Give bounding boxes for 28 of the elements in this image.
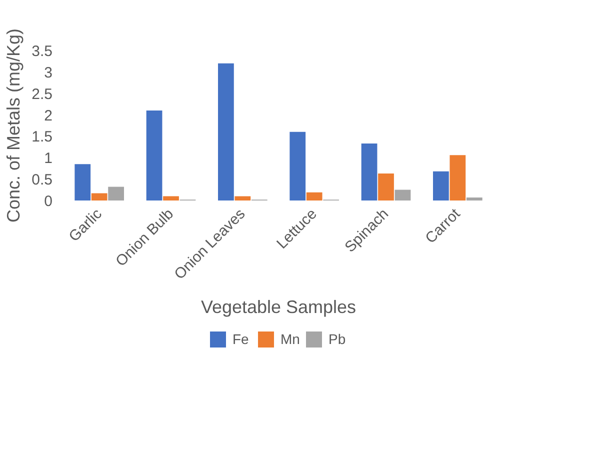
bar xyxy=(378,174,394,200)
bar xyxy=(466,198,482,200)
y-axis-title: Conc. of Metals (mg/Kg) xyxy=(4,28,24,223)
bar xyxy=(91,193,108,200)
bar xyxy=(108,186,124,200)
bar xyxy=(146,110,162,200)
x-axis-title: Vegetable Samples xyxy=(200,296,356,317)
bar xyxy=(394,190,411,200)
bar xyxy=(234,196,251,200)
y-tick-label: 0.5 xyxy=(32,172,53,189)
bar xyxy=(306,192,322,200)
y-tick-label: 2 xyxy=(44,107,52,124)
legend-label: Fe xyxy=(232,331,250,347)
bar xyxy=(218,63,234,200)
bar xyxy=(433,171,449,200)
bar xyxy=(74,164,91,200)
y-tick-label: 1 xyxy=(44,150,52,168)
y-tick-label: 1.5 xyxy=(32,128,53,146)
bar xyxy=(163,196,179,200)
bar xyxy=(361,144,378,200)
bar xyxy=(450,155,466,200)
bar xyxy=(290,132,306,200)
y-tick-label: 2.5 xyxy=(32,86,53,103)
legend-label: Pb xyxy=(328,331,347,347)
y-tick-label: 3 xyxy=(44,64,52,82)
y-tick-label: 3.5 xyxy=(32,43,53,60)
y-tick-label: 0 xyxy=(44,193,52,210)
legend-label: Mn xyxy=(280,331,300,347)
